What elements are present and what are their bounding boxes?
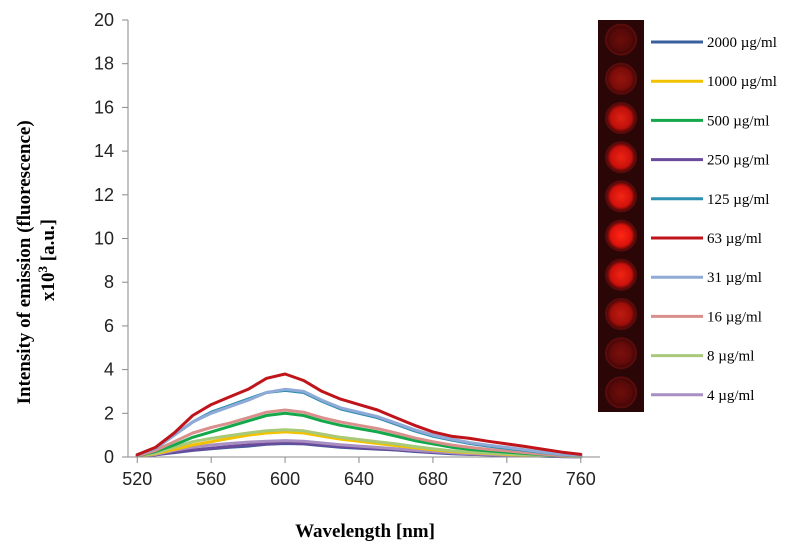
y-tick-label: 18 bbox=[94, 54, 114, 74]
y-tick-label: 14 bbox=[94, 141, 114, 161]
well-circle bbox=[605, 141, 637, 174]
y-tick-label: 16 bbox=[94, 97, 114, 117]
legend-label: 125 µg/ml bbox=[707, 192, 769, 208]
well-circle bbox=[605, 258, 637, 291]
series-line-8 bbox=[135, 428, 583, 459]
x-tick-label: 720 bbox=[492, 469, 522, 489]
legend-label: 8 µg/ml bbox=[707, 349, 754, 365]
y-tick-label: 2 bbox=[104, 403, 114, 423]
well-circle bbox=[605, 376, 637, 409]
legend-label: 31 µg/ml bbox=[707, 270, 762, 286]
legend-label: 63 µg/ml bbox=[707, 231, 762, 247]
well-circle bbox=[605, 102, 637, 134]
well-circle bbox=[605, 298, 637, 330]
series-layer bbox=[135, 372, 583, 459]
y-axis-title: Intensity of emission (fluorescence) x10… bbox=[14, 116, 59, 405]
legend-label: 16 µg/ml bbox=[707, 309, 762, 325]
y-tick-label: 8 bbox=[104, 272, 114, 292]
axes bbox=[127, 20, 600, 458]
x-tick-label: 680 bbox=[418, 469, 448, 489]
legend-label: 1000 µg/ml bbox=[707, 74, 777, 90]
series-line-7 bbox=[135, 408, 583, 458]
x-tick-label: 600 bbox=[270, 469, 300, 489]
x-tick-label: 520 bbox=[122, 469, 152, 489]
y-tick-label: 10 bbox=[94, 229, 114, 249]
y-axis-title-line1: Intensity of emission (fluorescence) bbox=[14, 120, 35, 404]
legend: 2000 µg/ml 1000 µg/ml 500 µg/ml 250 µg/ml 12… bbox=[651, 35, 777, 404]
well-circle bbox=[605, 219, 637, 252]
y-tick-label: 20 bbox=[94, 10, 114, 30]
x-axis-title: Wavelength [nm] bbox=[295, 521, 435, 542]
series-line-5 bbox=[135, 372, 583, 457]
legend-label: 250 µg/ml bbox=[707, 153, 769, 169]
y-axis-title-unit: [a.u.] bbox=[38, 219, 59, 266]
x-tick-label: 640 bbox=[344, 469, 374, 489]
y-tick-label: 0 bbox=[104, 447, 114, 467]
ticks: 0 2 4 6 8 10 12 14 16 18 20 520 560 600 640 680 720 760 bbox=[94, 10, 596, 489]
well-circle bbox=[605, 180, 637, 213]
well-circle bbox=[605, 337, 637, 370]
legend-label: 500 µg/ml bbox=[707, 113, 769, 129]
well-circle bbox=[605, 23, 637, 56]
y-tick-label: 4 bbox=[104, 360, 114, 380]
x-tick-label: 760 bbox=[566, 469, 596, 489]
y-tick-label: 12 bbox=[94, 185, 114, 205]
y-tick-label: 6 bbox=[104, 316, 114, 336]
well-plate-inset bbox=[598, 20, 644, 412]
well-circle bbox=[605, 62, 637, 95]
y-axis-title-line2: x10 bbox=[38, 272, 59, 301]
series-line-6 bbox=[135, 387, 583, 458]
legend-label: 4 µg/ml bbox=[707, 388, 754, 404]
y-axis-title-superscript: 3 bbox=[35, 265, 50, 272]
legend-label: 2000 µg/ml bbox=[707, 35, 777, 51]
x-tick-label: 560 bbox=[196, 469, 226, 489]
